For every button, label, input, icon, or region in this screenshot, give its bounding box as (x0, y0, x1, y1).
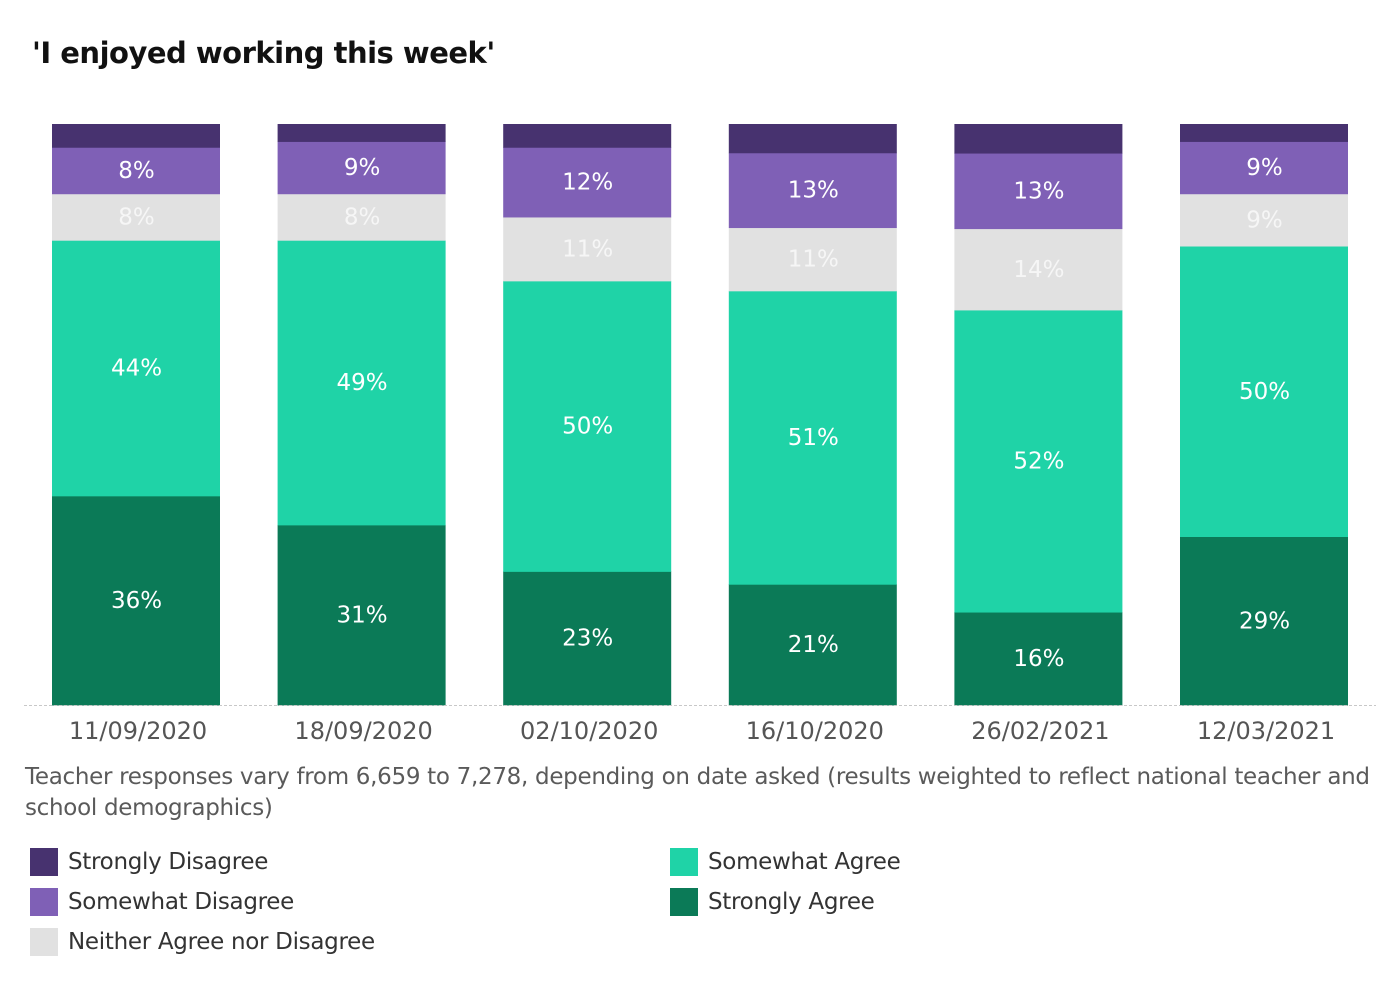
legend-swatch (30, 888, 58, 916)
data-label: 36% (111, 588, 162, 614)
bar-segment-somewhat-disagree (1180, 141, 1348, 195)
data-label: 9% (344, 155, 381, 181)
bar-segment-strongly-disagree (954, 124, 1123, 154)
bar-segment-strongly-disagree (503, 124, 672, 148)
legend-swatch (670, 848, 698, 876)
legend-item-neither: Neither Agree nor Disagree (30, 927, 375, 957)
data-label: 49% (337, 370, 388, 396)
x-tick-label: 26/02/2021 (971, 717, 1109, 745)
bars-group: 36% 44% 8% 8% 31% 49% 8% 9% 23% 50% 11% 12% 21% 51% 11… (52, 124, 1348, 706)
legend-label: Strongly Disagree (68, 849, 269, 875)
data-label: 8% (118, 204, 155, 230)
bar-segment-somewhat-disagree (954, 153, 1123, 230)
bar-segment-somewhat-disagree (52, 147, 220, 195)
data-label: 8% (344, 204, 381, 230)
legend-label: Strongly Agree (708, 889, 875, 915)
x-tick-label: 12/03/2021 (1197, 717, 1335, 745)
bar-segment-somewhat-agree (52, 240, 220, 497)
bar-segment-somewhat-disagree (503, 147, 672, 218)
legend-item-somewhat-agree: Somewhat Agree (670, 847, 901, 877)
data-label: 8% (118, 158, 155, 184)
data-label: 12% (562, 170, 613, 196)
bar-segment-strongly-agree (52, 495, 220, 706)
bar-segment-strongly-agree (503, 571, 672, 706)
legend-label: Somewhat Agree (708, 849, 901, 875)
bar-segment-somewhat-agree (277, 240, 446, 526)
bar-segment-somewhat-agree (503, 280, 672, 572)
data-label: 14% (1013, 257, 1064, 283)
data-label: 9% (1246, 155, 1283, 181)
stacked-bar-chart: 36% 44% 8% 8% 31% 49% 8% 9% 23% 50% 11% 12% 21% 51% 11… (24, 124, 1376, 745)
legend-item-strongly-disagree: Strongly Disagree (30, 847, 268, 877)
bar-segment-strongly-disagree (1180, 124, 1348, 142)
bar-segment-neither-agree-nor-disagree (954, 228, 1123, 311)
bar-segment-strongly-agree (277, 524, 446, 706)
x-tick-label: 02/10/2020 (520, 717, 658, 745)
bar-segment-neither-agree-nor-disagree (728, 227, 897, 292)
bar-segment-neither-agree-nor-disagree (503, 216, 672, 282)
bar-segment-strongly-disagree (728, 124, 897, 154)
legend-label: Neither Agree nor Disagree (68, 929, 375, 955)
bar-segment-neither-agree-nor-disagree (1180, 193, 1348, 247)
bar-segment-somewhat-disagree (728, 152, 897, 229)
data-label: 29% (1239, 608, 1290, 634)
data-label: 21% (788, 632, 839, 658)
bar-segment-somewhat-agree (954, 309, 1123, 613)
chart-footnote: Teacher responses vary from 6,659 to 7,2… (25, 764, 1370, 821)
data-label: 13% (1013, 178, 1064, 204)
bar-segment-neither-agree-nor-disagree (52, 193, 220, 241)
data-label: 11% (562, 236, 613, 262)
bar-segment-strongly-disagree (277, 124, 446, 142)
bar-segment-strongly-agree (728, 584, 897, 706)
legend-swatch (670, 888, 698, 916)
x-tick-label: 11/09/2020 (69, 717, 207, 745)
bar-segment-neither-agree-nor-disagree (277, 193, 446, 241)
data-label: 50% (1239, 379, 1290, 405)
data-label: 50% (562, 414, 613, 440)
bar-segment-strongly-agree (1180, 536, 1348, 706)
data-label: 9% (1246, 207, 1283, 233)
bar-segment-somewhat-agree (1180, 246, 1348, 538)
legend-item-somewhat-disagree: Somewhat Disagree (30, 887, 294, 917)
x-tick-label: 18/09/2020 (294, 717, 432, 745)
data-label: 13% (788, 178, 839, 204)
bar-segment-somewhat-disagree (277, 141, 446, 195)
data-label: 16% (1013, 646, 1064, 672)
data-label: 31% (337, 602, 388, 628)
data-label: 44% (111, 356, 162, 382)
data-label: 51% (788, 425, 839, 451)
data-label: 52% (1013, 448, 1064, 474)
chart-title: 'I enjoyed working this week' (32, 36, 495, 70)
legend-swatch (30, 928, 58, 956)
bar-segment-somewhat-agree (728, 290, 897, 585)
x-axis-ticks: 11/09/2020 18/09/2020 02/10/2020 16/10/2020… (69, 717, 1335, 745)
legend-item-strongly-agree: Strongly Agree (670, 887, 875, 917)
bar-segment-strongly-disagree (52, 124, 220, 148)
legend-label: Somewhat Disagree (68, 889, 294, 915)
x-tick-label: 16/10/2020 (746, 717, 884, 745)
legend-swatch (30, 848, 58, 876)
data-label: 23% (562, 626, 613, 652)
bar-segment-strongly-agree (954, 612, 1123, 706)
data-label: 11% (788, 247, 839, 273)
